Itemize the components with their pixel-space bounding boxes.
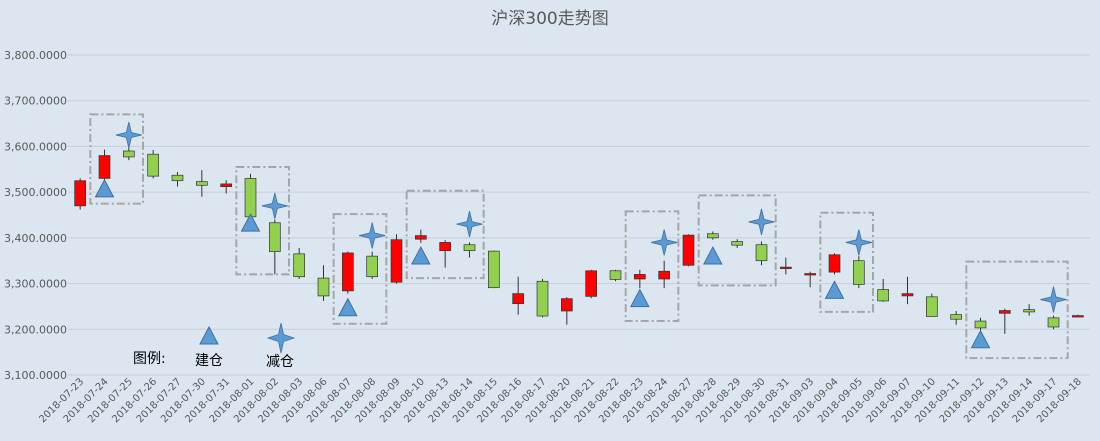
candle-body bbox=[220, 183, 232, 188]
candle-body bbox=[74, 180, 86, 207]
candle-body bbox=[293, 253, 305, 278]
candle-body bbox=[682, 234, 695, 266]
build-marker bbox=[630, 288, 650, 308]
candle-body bbox=[536, 280, 549, 317]
candle-body bbox=[926, 296, 938, 317]
candle-body bbox=[1047, 317, 1060, 328]
gridlines bbox=[68, 54, 1090, 376]
reduce-marker bbox=[651, 229, 678, 256]
candle-body bbox=[512, 293, 524, 305]
signal-box bbox=[965, 260, 1069, 360]
candle-body bbox=[1023, 309, 1035, 313]
signal-boxes bbox=[89, 113, 1069, 360]
candle-body bbox=[877, 289, 889, 302]
legend-reduce-marker bbox=[266, 322, 296, 354]
candle-body bbox=[147, 153, 159, 177]
build-marker bbox=[824, 280, 845, 299]
candle-body bbox=[707, 233, 719, 239]
candle-body bbox=[123, 150, 135, 158]
candle-body bbox=[415, 235, 427, 240]
y-axis: 3,100.0000 3,200.0000 3,300.0000 3,400.0000… bbox=[4, 49, 67, 382]
reduce-marker bbox=[748, 208, 775, 235]
signal-box bbox=[819, 211, 874, 313]
candle-body bbox=[488, 250, 500, 289]
y-tick-label: 3,500.0000 bbox=[4, 186, 67, 199]
reduce-marker bbox=[261, 192, 288, 219]
candle-body bbox=[658, 270, 670, 280]
build-marker bbox=[703, 245, 723, 265]
y-tick-label: 3,100.0000 bbox=[4, 369, 67, 382]
candle-body bbox=[561, 298, 573, 312]
legend-build-label: 建仓 bbox=[195, 353, 223, 369]
candle-body bbox=[999, 310, 1011, 314]
build-marker bbox=[970, 329, 991, 349]
candle-body bbox=[634, 274, 646, 280]
candle-body bbox=[317, 277, 330, 297]
legend-build-marker bbox=[199, 325, 219, 345]
chart-title: 沪深300走势图 bbox=[491, 9, 608, 29]
candle-body bbox=[342, 252, 354, 292]
signal-markers bbox=[94, 121, 1067, 349]
legend-title: 图例: bbox=[133, 351, 166, 367]
reduce-marker bbox=[1040, 286, 1067, 313]
legend-reduce-label: 减仓 bbox=[266, 354, 294, 370]
candle-body bbox=[98, 155, 111, 179]
y-tick-label: 3,200.0000 bbox=[4, 323, 67, 336]
signal-box bbox=[405, 189, 485, 280]
reduce-marker bbox=[845, 229, 872, 256]
candle-body bbox=[804, 273, 816, 276]
signal-box bbox=[89, 113, 145, 205]
signal-box bbox=[332, 213, 388, 325]
candle-body bbox=[853, 260, 865, 285]
signal-box bbox=[624, 210, 680, 323]
build-marker bbox=[411, 245, 431, 265]
candle-body bbox=[269, 222, 281, 252]
y-tick-label: 3,800.0000 bbox=[4, 49, 67, 62]
candle-body bbox=[196, 181, 208, 186]
signal-box bbox=[697, 194, 777, 287]
candle-body bbox=[366, 255, 378, 278]
candles bbox=[74, 146, 1084, 343]
candle-body bbox=[439, 242, 451, 252]
candle-body bbox=[609, 270, 622, 280]
candle-body bbox=[463, 244, 476, 252]
build-marker bbox=[94, 178, 115, 198]
y-tick-label: 3,400.0000 bbox=[4, 232, 67, 245]
legend: 图例: 建仓 减仓 bbox=[133, 322, 296, 370]
y-tick-label: 3,300.0000 bbox=[4, 278, 67, 291]
candle-body bbox=[901, 293, 914, 297]
y-tick-label: 3,600.0000 bbox=[4, 140, 67, 153]
build-marker bbox=[240, 213, 261, 232]
candle-body bbox=[171, 174, 184, 182]
reduce-marker bbox=[359, 222, 386, 249]
y-tick-label: 3,700.0000 bbox=[4, 95, 67, 108]
candle-body bbox=[731, 241, 743, 246]
candle-body bbox=[585, 270, 597, 297]
candle-body bbox=[828, 254, 841, 273]
candle-body bbox=[1072, 315, 1084, 318]
candle-body bbox=[755, 244, 768, 262]
candle-body bbox=[780, 266, 792, 269]
build-marker bbox=[338, 297, 358, 317]
reduce-marker bbox=[115, 121, 142, 149]
candle-body bbox=[974, 320, 987, 329]
candle-body bbox=[244, 178, 257, 218]
candle-body bbox=[390, 239, 403, 283]
reduce-marker bbox=[456, 211, 483, 238]
candle-body bbox=[950, 314, 962, 320]
